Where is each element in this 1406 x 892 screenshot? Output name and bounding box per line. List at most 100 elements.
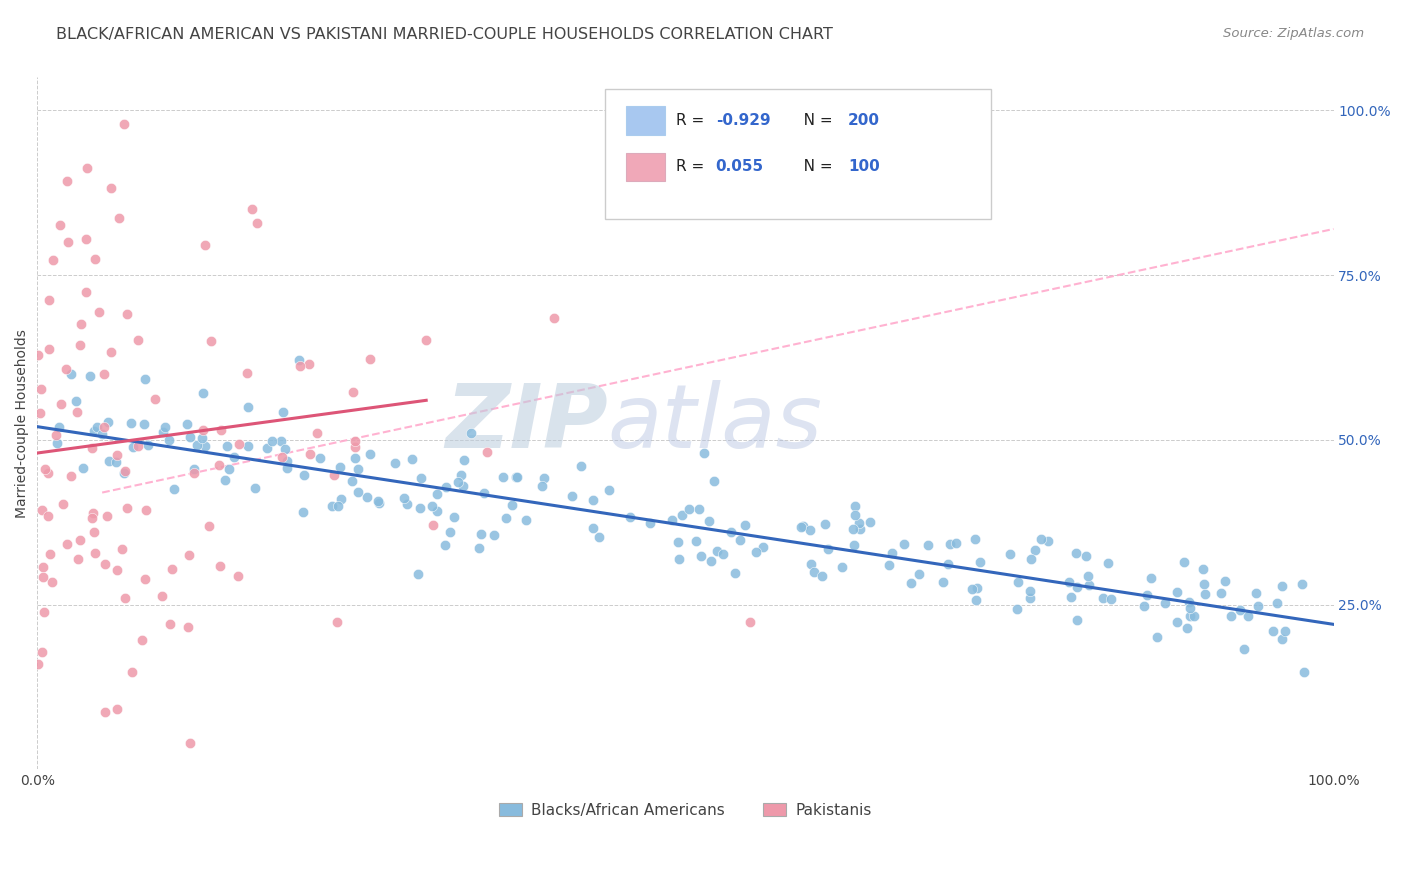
Point <box>638 516 661 531</box>
Point <box>270 434 292 449</box>
Point <box>1036 533 1059 548</box>
Text: R =: R = <box>676 113 710 128</box>
Point <box>1019 591 1042 605</box>
Point <box>93 419 115 434</box>
Point <box>288 353 311 368</box>
Point <box>396 498 419 512</box>
Point <box>135 502 157 516</box>
Point <box>1175 621 1198 635</box>
Point <box>817 542 839 557</box>
Y-axis label: Married-couple Households: Married-couple Households <box>15 329 30 518</box>
Point <box>326 499 349 513</box>
Point <box>1182 609 1205 624</box>
Point <box>744 545 766 559</box>
Point <box>359 351 381 366</box>
Point <box>415 333 437 347</box>
Point <box>530 479 553 493</box>
Point <box>31 560 53 574</box>
Point <box>31 569 53 583</box>
Point <box>384 456 406 470</box>
Point <box>367 494 389 508</box>
Point <box>346 484 368 499</box>
Point <box>157 433 180 447</box>
Point <box>38 293 60 308</box>
Point <box>37 508 59 523</box>
Text: -0.929: -0.929 <box>716 113 770 128</box>
Point <box>501 498 523 512</box>
Point <box>176 417 198 431</box>
Point <box>27 657 49 672</box>
Text: N =: N = <box>789 113 837 128</box>
Point <box>240 202 263 216</box>
Point <box>1136 588 1159 602</box>
Point <box>678 501 700 516</box>
Point <box>82 506 104 520</box>
Point <box>246 216 269 230</box>
Point <box>1292 665 1315 679</box>
Point <box>45 428 67 442</box>
Point <box>434 480 457 494</box>
Text: 100: 100 <box>848 160 880 174</box>
Point <box>55 361 77 376</box>
Point <box>969 555 991 569</box>
Point <box>543 310 565 325</box>
Point <box>183 462 205 476</box>
Point <box>697 514 720 528</box>
Point <box>666 535 689 549</box>
Point <box>208 458 231 472</box>
Point <box>844 508 866 523</box>
Point <box>342 384 364 399</box>
Point <box>582 521 605 535</box>
Point <box>831 560 853 574</box>
Text: R =: R = <box>676 160 710 174</box>
Point <box>1192 562 1215 576</box>
Point <box>198 518 221 533</box>
Point <box>443 510 465 524</box>
Point <box>179 430 201 444</box>
Point <box>1247 599 1270 614</box>
Point <box>243 481 266 495</box>
Point <box>37 466 59 480</box>
Point <box>114 591 136 605</box>
Point <box>1211 586 1233 600</box>
Text: 200: 200 <box>848 113 880 128</box>
Point <box>803 565 825 579</box>
Point <box>191 431 214 445</box>
Point <box>323 468 346 483</box>
Point <box>1060 590 1083 604</box>
Point <box>105 701 128 715</box>
Point <box>127 333 149 347</box>
Point <box>69 533 91 547</box>
Point <box>1099 592 1122 607</box>
Point <box>1007 574 1029 589</box>
Point <box>112 466 135 480</box>
Point <box>346 462 368 476</box>
Point <box>93 557 115 571</box>
Point <box>619 509 641 524</box>
Point <box>844 538 866 552</box>
Point <box>136 438 159 452</box>
Point <box>453 479 475 493</box>
Point <box>1192 577 1215 591</box>
Point <box>1274 624 1296 638</box>
Point <box>238 401 260 415</box>
Point <box>877 558 900 573</box>
Point <box>813 517 835 532</box>
Point <box>533 470 555 484</box>
Point <box>329 460 352 475</box>
Point <box>150 589 173 603</box>
Point <box>505 469 527 483</box>
Point <box>271 450 294 464</box>
Point <box>60 367 83 381</box>
Point <box>226 569 249 583</box>
Point <box>65 393 87 408</box>
Text: ZIP: ZIP <box>444 380 607 467</box>
Point <box>1005 602 1028 616</box>
Point <box>94 706 117 720</box>
Point <box>27 348 49 362</box>
Point <box>468 541 491 555</box>
Point <box>98 454 121 468</box>
Point <box>83 524 105 539</box>
Point <box>1066 613 1088 627</box>
Point <box>1244 585 1267 599</box>
